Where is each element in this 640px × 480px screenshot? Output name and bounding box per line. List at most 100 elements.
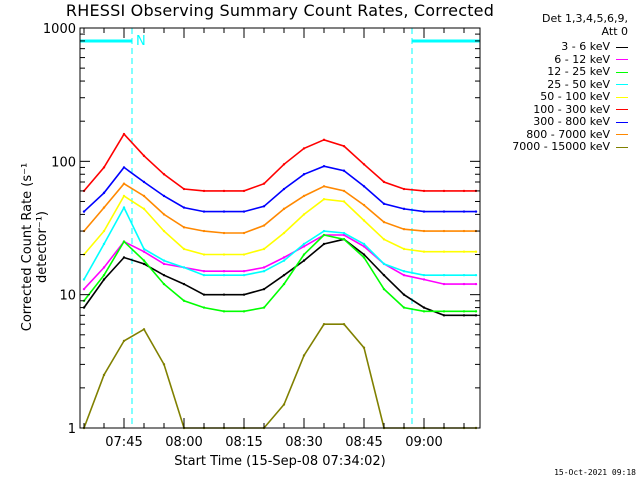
legend-swatch <box>616 71 628 73</box>
data-point <box>302 253 306 256</box>
data-point <box>442 314 446 317</box>
data-point <box>242 210 246 213</box>
y-tick-label: 100 <box>51 155 76 170</box>
annotation-marker: N <box>136 34 146 49</box>
data-point <box>422 278 426 281</box>
legend-entry: 50 - 100 keV <box>540 91 628 103</box>
data-point <box>162 173 166 176</box>
data-point <box>422 273 426 277</box>
data-point <box>442 310 446 313</box>
data-point <box>342 169 346 172</box>
legend-entry: 3 - 6 keV <box>561 41 628 53</box>
data-point <box>342 231 346 235</box>
data-point <box>282 403 286 406</box>
data-point <box>282 259 286 262</box>
series-line <box>83 205 476 280</box>
data-point <box>322 197 326 201</box>
data-point <box>382 220 386 224</box>
data-point <box>382 238 386 241</box>
data-point <box>242 269 246 273</box>
data-point <box>422 306 426 309</box>
data-point <box>202 273 206 277</box>
data-point <box>162 273 166 277</box>
data-point <box>322 242 326 246</box>
legend-entry: 300 - 800 keV <box>533 116 628 128</box>
data-point <box>82 278 86 281</box>
data-point <box>262 266 266 269</box>
data-point <box>142 207 146 211</box>
data-point <box>202 269 206 273</box>
plot-frame <box>79 27 481 429</box>
legend-label: 300 - 800 keV <box>533 115 610 128</box>
legend-entry: 12 - 25 keV <box>547 66 628 78</box>
legend-entry: 800 - 7000 keV <box>526 128 628 141</box>
data-point <box>142 154 146 158</box>
data-point <box>262 182 266 185</box>
data-point <box>342 189 346 193</box>
data-point <box>102 229 106 233</box>
data-point <box>162 262 166 266</box>
data-point <box>342 238 346 241</box>
data-point <box>142 194 146 198</box>
x-tick-label: 08:15 <box>225 435 262 450</box>
data-point <box>402 247 406 251</box>
data-point <box>302 242 306 246</box>
data-point <box>422 229 426 233</box>
x-tick-label: 07:45 <box>105 435 142 450</box>
data-point <box>182 247 186 251</box>
data-point <box>382 180 386 184</box>
legend-swatch <box>616 96 628 98</box>
data-point <box>282 163 286 166</box>
data-point <box>262 269 266 273</box>
data-point <box>202 306 206 309</box>
data-point <box>222 189 226 193</box>
legend-label: 50 - 100 keV <box>540 90 610 103</box>
data-point <box>222 231 226 235</box>
data-point <box>462 189 466 193</box>
chart-title: RHESSI Observing Summary Count Rates, Co… <box>65 1 495 20</box>
data-point <box>102 242 106 246</box>
data-point <box>122 194 126 198</box>
legend-label: 100 - 300 keV <box>533 102 610 116</box>
data-point <box>282 231 286 235</box>
data-point <box>102 206 106 209</box>
data-point <box>302 259 306 262</box>
data-point <box>462 250 466 253</box>
data-point <box>442 282 446 286</box>
data-point <box>442 250 446 253</box>
legend-entry: 6 - 12 keV <box>554 53 628 66</box>
data-point <box>474 210 478 213</box>
x-tick-label: 08:00 <box>165 435 202 450</box>
data-point <box>242 293 246 296</box>
data-point <box>402 207 406 211</box>
data-point <box>462 282 466 286</box>
data-point <box>262 247 266 251</box>
x-tick-label: 09:00 <box>405 435 442 450</box>
legend-entry: 25 - 50 keV <box>547 78 628 91</box>
y-tick-label: 1 <box>68 422 76 437</box>
legend-swatch <box>616 134 628 135</box>
data-point <box>422 189 426 193</box>
data-point <box>222 269 226 273</box>
data-point <box>442 210 446 213</box>
data-point <box>102 273 106 277</box>
data-point <box>122 182 126 185</box>
data-point <box>302 354 306 357</box>
data-point <box>302 194 306 198</box>
data-point <box>282 207 286 211</box>
data-point <box>182 266 186 269</box>
y-tick-label: 1000 <box>43 22 76 37</box>
data-point <box>222 310 226 313</box>
data-point <box>242 231 246 235</box>
data-point <box>382 202 386 206</box>
data-point <box>262 306 266 309</box>
data-point <box>162 363 166 366</box>
data-point <box>282 273 286 277</box>
data-point <box>242 253 246 256</box>
y-tick-label: 10 <box>59 289 76 304</box>
timestamp: 15-Oct-2021 09:18 <box>554 468 636 477</box>
data-point <box>462 310 466 313</box>
data-point <box>322 229 326 233</box>
data-point <box>142 259 146 262</box>
